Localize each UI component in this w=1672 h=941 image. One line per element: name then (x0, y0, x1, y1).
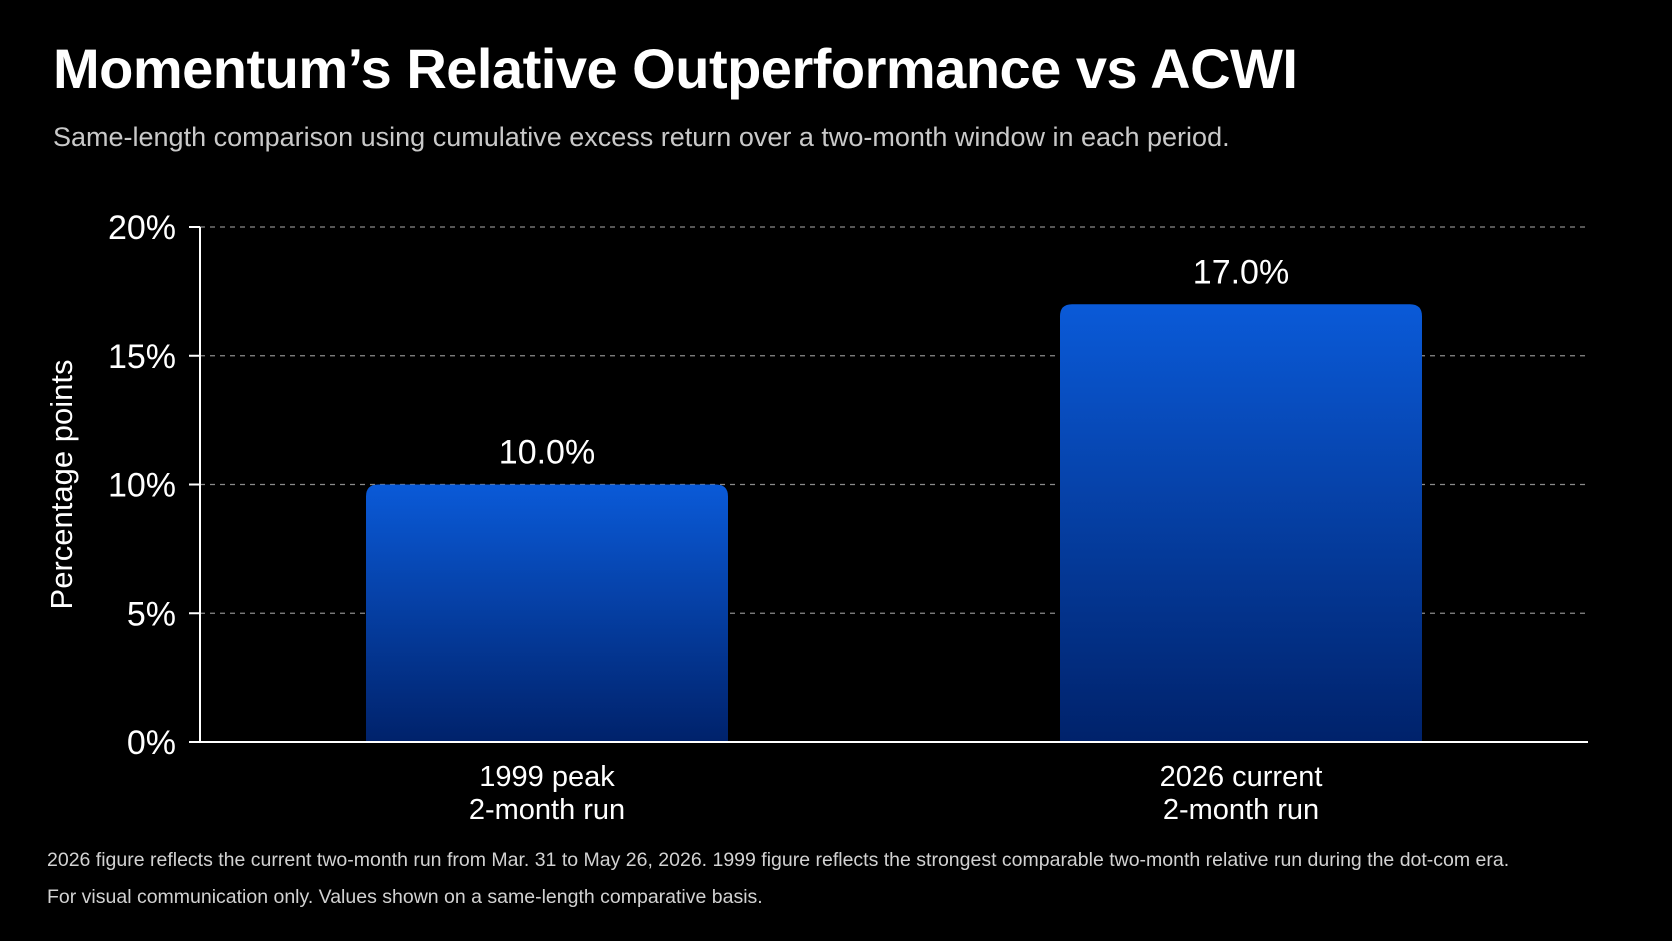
y-tick-label: 15% (108, 338, 176, 376)
bar (1060, 304, 1422, 742)
x-tick-label: 1999 peak (479, 761, 615, 793)
bar (366, 484, 728, 742)
y-axis-label: Percentage points (44, 360, 79, 610)
x-tick-label: 2026 current (1160, 761, 1323, 793)
footnote-line-2: For visual communication only. Values sh… (47, 886, 763, 908)
data-label: 10.0% (499, 434, 595, 472)
x-tick-label: 2-month run (1163, 794, 1319, 826)
axes (189, 226, 1588, 743)
y-tick-label: 10% (108, 467, 176, 505)
y-tick-label: 20% (108, 209, 176, 247)
y-tick-label: 5% (127, 595, 176, 633)
y-tick-label: 0% (127, 724, 176, 762)
x-tick-label: 2-month run (469, 794, 625, 826)
chart-subtitle: Same-length comparison using cumulative … (53, 122, 1230, 152)
footnote-line-1: 2026 figure reflects the current two-mon… (47, 849, 1510, 871)
chart-title: Momentum’s Relative Outperformance vs AC… (53, 37, 1298, 100)
bars (366, 304, 1422, 742)
data-label: 17.0% (1193, 253, 1289, 291)
